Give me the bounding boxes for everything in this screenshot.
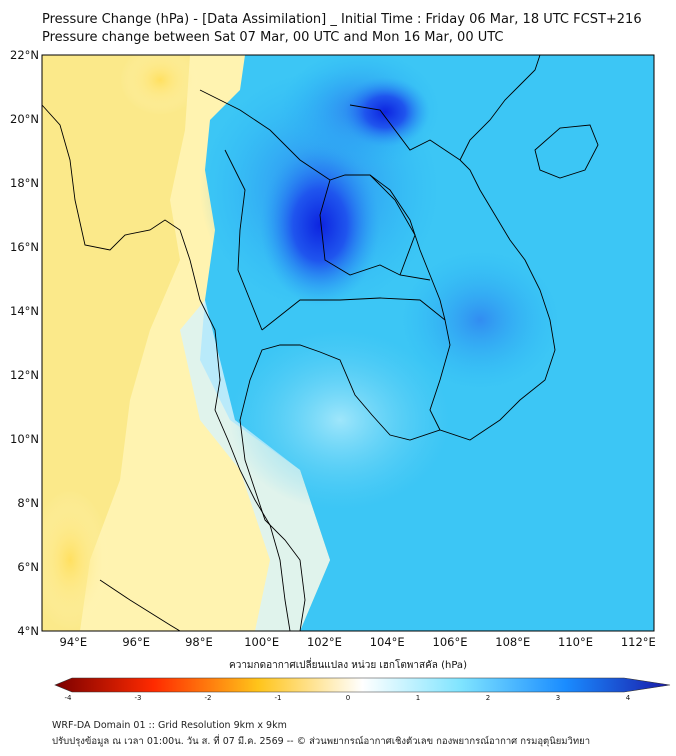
colorbar-tick-label: -2 — [205, 694, 212, 702]
map-subtitle: Pressure change between Sat 07 Mar, 00 U… — [42, 30, 504, 45]
latitude-labels: 22°N 20°N 18°N 16°N 14°N 12°N 10°N 8°N 6°N 4°N — [10, 48, 39, 638]
colorbar-tick-label: 4 — [626, 694, 631, 702]
lon-label: 112°E — [621, 635, 656, 649]
lat-label: 22°N — [10, 48, 39, 62]
colorbar-tick-label: 0 — [346, 694, 350, 702]
lat-label: 12°N — [10, 368, 39, 382]
lon-label: 100°E — [244, 635, 279, 649]
lat-label: 8°N — [17, 496, 39, 510]
colorbar: ความกดอากาศเปลี่ยนแปลง หน่วย เฮกโตพาสคัล… — [54, 657, 671, 702]
lat-label: 18°N — [10, 176, 39, 190]
lon-label: 94°E — [60, 635, 88, 649]
map-frame — [41, 54, 655, 632]
lat-label: 6°N — [17, 560, 39, 574]
colorbar-tick-label: 1 — [416, 694, 420, 702]
colorbar-bar — [54, 677, 671, 693]
colorbar-ticks: -4 -3 -2 -1 0 1 2 3 4 — [65, 694, 631, 702]
lat-label: 14°N — [10, 304, 39, 318]
colorbar-tick-label: -4 — [65, 694, 73, 702]
footer-model-info: WRF-DA Domain 01 :: Grid Resolution 9km … — [52, 720, 287, 731]
lat-label: 4°N — [17, 624, 39, 638]
lon-label: 102°E — [307, 635, 342, 649]
lon-label: 106°E — [433, 635, 468, 649]
lat-label: 20°N — [10, 112, 39, 126]
footer-update-info: ปรับปรุงข้อมูล ณ เวลา 01:00น. วัน ส. ที่… — [52, 736, 591, 747]
lat-label: 10°N — [10, 432, 39, 446]
colorbar-tick-label: 3 — [556, 694, 560, 702]
lon-label: 108°E — [495, 635, 530, 649]
lon-label: 110°E — [558, 635, 593, 649]
colorbar-tick-label: 2 — [486, 694, 490, 702]
coastlines — [42, 55, 599, 631]
longitude-labels: 94°E 96°E 98°E 100°E 102°E 104°E 106°E 108°E 110… — [60, 635, 656, 649]
map-title: Pressure Change (hPa) - [Data Assimilati… — [42, 12, 642, 27]
colorbar-tick-label: -1 — [275, 694, 282, 702]
lat-label: 16°N — [10, 240, 39, 254]
colorbar-title: ความกดอากาศเปลี่ยนแปลง หน่วย เฮกโตพาสคัล… — [229, 657, 467, 671]
colorbar-tick-label: -3 — [135, 694, 142, 702]
lon-label: 104°E — [370, 635, 405, 649]
lon-label: 96°E — [122, 635, 150, 649]
pressure-field — [42, 55, 654, 631]
lon-label: 98°E — [185, 635, 213, 649]
